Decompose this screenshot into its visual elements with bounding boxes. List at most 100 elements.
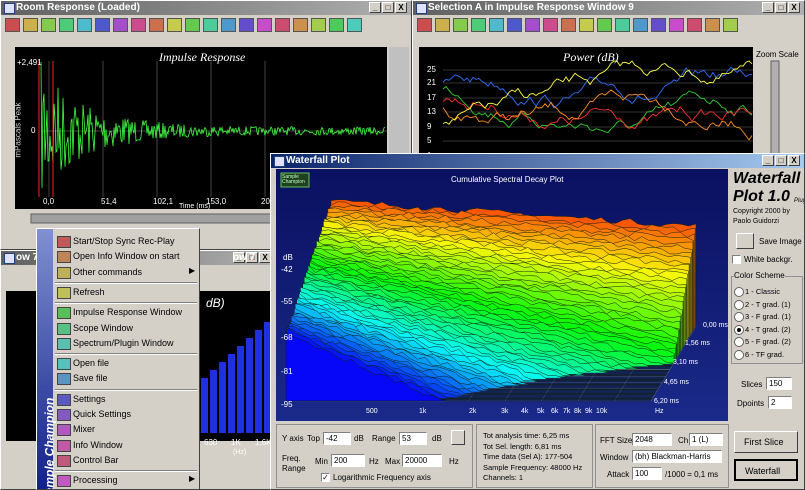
- toolbar-icon[interactable]: [615, 18, 630, 32]
- toolbar-icon[interactable]: [347, 18, 362, 32]
- radio-label[interactable]: 4 - T grad. (2): [745, 324, 791, 334]
- checkbox[interactable]: ✓: [321, 473, 330, 482]
- toolbar-icon[interactable]: [525, 18, 540, 32]
- window-button[interactable]: _: [369, 2, 381, 13]
- toolbar-icon[interactable]: [203, 18, 218, 32]
- toolbar-icon[interactable]: [579, 18, 594, 32]
- toolbar-icon[interactable]: [453, 18, 468, 32]
- radio[interactable]: [734, 324, 744, 335]
- button[interactable]: Waterfall: [734, 459, 798, 481]
- button-label[interactable]: First Slice: [744, 437, 784, 447]
- radio[interactable]: [734, 287, 744, 297]
- menu-item[interactable]: Save file: [73, 373, 108, 384]
- menu-item[interactable]: Start/Stop Sync Rec-Play: [73, 236, 175, 246]
- menu-item[interactable]: Open file: [73, 358, 110, 369]
- white-bg-label[interactable]: White backgr.: [744, 255, 793, 264]
- menu-item[interactable]: Processing: [73, 475, 118, 486]
- window-button[interactable]: □: [775, 155, 787, 166]
- menu-item[interactable]: Quick Settings: [73, 409, 132, 419]
- menu-item[interactable]: Mixer: [73, 424, 95, 435]
- toolbar-icon[interactable]: [293, 18, 308, 32]
- min-input[interactable]: 200: [331, 454, 365, 467]
- radio[interactable]: [734, 312, 744, 323]
- menu-item[interactable]: Control Bar: [73, 454, 119, 465]
- attack-input[interactable]: 100: [632, 467, 662, 480]
- toolbar-icon[interactable]: [77, 18, 92, 32]
- menu-item[interactable]: Info Window: [73, 439, 123, 450]
- radio-label[interactable]: 1 - Classic: [745, 287, 781, 296]
- menu-icon: [57, 251, 71, 264]
- toolbar-icon[interactable]: [257, 18, 272, 32]
- toolbar-icon[interactable]: [185, 18, 200, 32]
- toolbar-icon[interactable]: [23, 18, 38, 32]
- toolbar-icon[interactable]: [561, 18, 576, 32]
- toolbar-icon[interactable]: [633, 18, 648, 32]
- save-image-label[interactable]: Save Image: [759, 237, 802, 246]
- toolbar-icon[interactable]: [687, 18, 702, 32]
- radio-label[interactable]: 6 - TF grad.: [745, 350, 785, 359]
- toolbar-icon[interactable]: [95, 18, 110, 32]
- toolbar-icon[interactable]: [723, 18, 738, 32]
- toolbar-icon[interactable]: [275, 18, 290, 32]
- window-button[interactable]: X: [788, 2, 800, 13]
- radio[interactable]: [734, 337, 744, 348]
- menu-item[interactable]: Open Info Window on start: [73, 251, 180, 262]
- toolbar-icon[interactable]: [329, 18, 344, 32]
- toolbar-icon[interactable]: [651, 18, 666, 32]
- window-button[interactable]: □: [775, 2, 787, 13]
- info-line: Tot analysis time: 6,25 ms: [483, 431, 570, 440]
- window-combo[interactable]: (bh) Blackman-Harris: [632, 450, 722, 463]
- window-button[interactable]: _: [762, 155, 774, 166]
- max-input[interactable]: 20000: [402, 454, 442, 467]
- toolbar-icon[interactable]: [311, 18, 326, 32]
- toolbar-icon[interactable]: [435, 18, 450, 32]
- top-input[interactable]: -42: [323, 432, 351, 445]
- window-button[interactable]: _: [233, 252, 245, 263]
- menu-item[interactable]: Settings: [73, 393, 106, 404]
- dpoints-input[interactable]: 2: [768, 396, 792, 409]
- toolbar-icon[interactable]: [167, 18, 182, 32]
- fft-combo[interactable]: 2048: [632, 433, 672, 446]
- toolbar-icon[interactable]: [597, 18, 612, 32]
- window-button[interactable]: X: [788, 155, 800, 166]
- toolbar-icon[interactable]: [543, 18, 558, 32]
- slices-input[interactable]: 150: [766, 377, 792, 390]
- apply-button[interactable]: [451, 430, 465, 445]
- menu-item[interactable]: Refresh: [73, 286, 105, 297]
- toolbar-icon[interactable]: [5, 18, 20, 32]
- save-image-button[interactable]: [736, 233, 754, 249]
- menu-item[interactable]: Spectrum/Plugin Window: [73, 337, 174, 348]
- menu-item[interactable]: Impulse Response Window: [73, 307, 183, 318]
- toolbar-icon[interactable]: [239, 18, 254, 32]
- toolbar-icon[interactable]: [149, 18, 164, 32]
- window-button[interactable]: _: [762, 2, 774, 13]
- toolbar-icon[interactable]: [669, 18, 684, 32]
- toolbar-icon[interactable]: [113, 18, 128, 32]
- button-label[interactable]: Waterfall: [745, 466, 781, 476]
- toolbar-icon[interactable]: [221, 18, 236, 32]
- window-button[interactable]: □: [246, 252, 258, 263]
- radio[interactable]: [734, 299, 744, 310]
- range-input[interactable]: 53: [399, 432, 427, 445]
- radio-label[interactable]: 3 - F grad. (1): [745, 312, 791, 322]
- toolbar-icon[interactable]: [417, 18, 432, 32]
- radio-label[interactable]: 5 - F grad. (2): [745, 337, 791, 347]
- window-icon: [416, 3, 427, 14]
- window-button[interactable]: □: [382, 2, 394, 13]
- ch-combo[interactable]: 1 (L): [689, 433, 723, 446]
- toolbar-icon[interactable]: [131, 18, 146, 32]
- toolbar-icon[interactable]: [41, 18, 56, 32]
- toolbar-icon[interactable]: [507, 18, 522, 32]
- button[interactable]: First Slice: [734, 431, 798, 453]
- checkbox[interactable]: [732, 255, 741, 264]
- radio[interactable]: [734, 350, 744, 360]
- toolbar-icon[interactable]: [471, 18, 486, 32]
- checkbox-label[interactable]: Logarithmic Frequency axis: [333, 473, 431, 482]
- toolbar-icon[interactable]: [489, 18, 504, 32]
- toolbar-icon[interactable]: [59, 18, 74, 32]
- toolbar-icon[interactable]: [705, 18, 720, 32]
- window-button[interactable]: X: [395, 2, 407, 13]
- radio-label[interactable]: 2 - T grad. (1): [745, 299, 791, 309]
- menu-item[interactable]: Other commands: [73, 266, 143, 277]
- menu-item[interactable]: Scope Window: [73, 322, 134, 333]
